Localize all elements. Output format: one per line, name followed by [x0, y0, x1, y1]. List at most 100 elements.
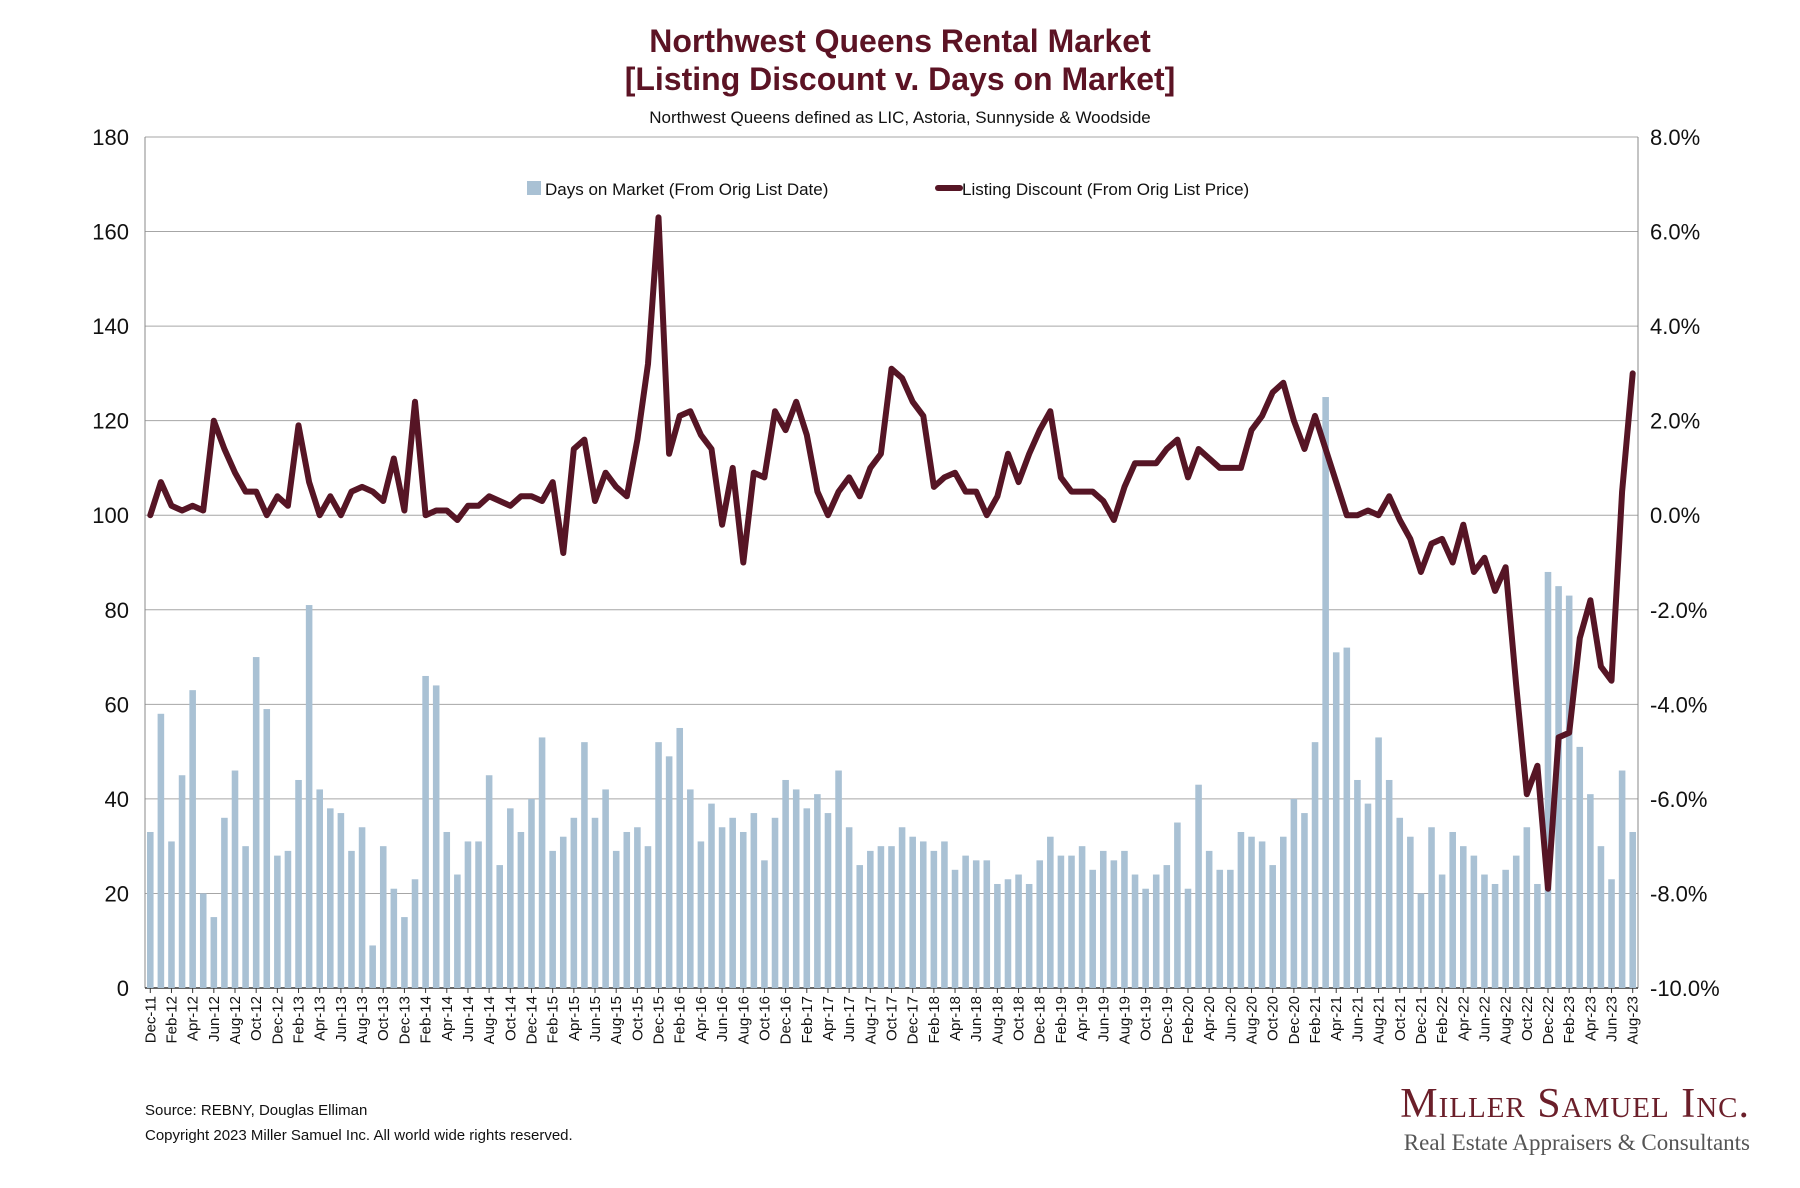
bar-days-on-market: [1375, 737, 1382, 988]
bar-days-on-market: [1523, 827, 1531, 988]
bar-days-on-market: [1279, 836, 1287, 988]
y-right-tick-label: -10.0%: [1650, 976, 1720, 1001]
bar-days-on-market: [951, 869, 959, 988]
x-tick-label: Jun-17: [841, 996, 858, 1042]
x-tick-label: Feb-14: [418, 996, 435, 1044]
x-tick-label: Aug-21: [1371, 996, 1388, 1044]
line-listing-discount: [147, 214, 1636, 892]
x-tick-label: Oct-18: [1011, 996, 1028, 1041]
bar-days-on-market: [210, 917, 218, 988]
company-logo-tagline: Real Estate Appraisers & Consultants: [1403, 1130, 1750, 1155]
bar-days-on-market: [1491, 883, 1499, 988]
bar-days-on-market: [1121, 850, 1128, 988]
copyright-note: Copyright 2023 Miller Samuel Inc. All wo…: [145, 1127, 573, 1144]
bar-days-on-market: [581, 742, 588, 988]
bar-days-on-market: [1184, 888, 1192, 988]
bar-days-on-market: [665, 756, 673, 988]
x-tick-label: Feb-19: [1053, 996, 1070, 1044]
bar-days-on-market: [1576, 746, 1584, 988]
bar-days-on-market: [930, 850, 938, 988]
bar-days-on-market: [718, 827, 726, 988]
x-tick-label: Apr-23: [1582, 996, 1599, 1041]
x-tick-label: Feb-20: [1180, 996, 1197, 1044]
x-tick-label: Dec-13: [396, 996, 413, 1044]
y-right-tick-label: 8.0%: [1650, 125, 1700, 150]
bar-days-on-market: [750, 813, 758, 988]
y-right-tick-label: 6.0%: [1650, 220, 1700, 245]
bar-days-on-market: [358, 827, 366, 988]
x-tick-label: Oct-14: [502, 996, 519, 1041]
bar-days-on-market: [898, 827, 906, 988]
x-tick-label: Dec-21: [1413, 996, 1430, 1044]
bar-days-on-market: [390, 888, 398, 988]
bar-days-on-market: [348, 850, 355, 988]
bar-days-on-market: [1099, 850, 1107, 988]
bar-days-on-market: [676, 727, 684, 988]
bar-days-on-market: [157, 713, 165, 988]
y-left-tick-label: 100: [92, 503, 129, 528]
x-tick-label: Apr-16: [693, 996, 710, 1041]
bar-days-on-market: [1174, 822, 1181, 988]
y-right-tick-label: -6.0%: [1650, 787, 1707, 812]
x-tick-label: Oct-22: [1519, 996, 1536, 1041]
x-tick-label: Feb-23: [1561, 996, 1578, 1044]
y-right-tick-label: 0.0%: [1650, 503, 1700, 528]
bar-days-on-market: [687, 789, 694, 988]
x-tick-label: Oct-20: [1265, 996, 1282, 1041]
bar-days-on-market: [1311, 742, 1319, 988]
bar-days-on-market: [824, 813, 832, 988]
x-tick-label: Feb-17: [799, 996, 816, 1044]
bar-days-on-market: [994, 883, 1001, 988]
bar-days-on-market: [189, 690, 196, 988]
bar-days-on-market: [655, 742, 662, 988]
bar-days-on-market: [1629, 831, 1636, 988]
x-tick-label: Apr-14: [439, 996, 456, 1041]
bar-days-on-market: [369, 945, 376, 988]
x-tick-label: Dec-20: [1286, 996, 1303, 1044]
bar-days-on-market: [919, 841, 927, 988]
x-tick-label: Aug-13: [354, 996, 371, 1044]
y-left-tick-label: 20: [105, 881, 129, 906]
bar-days-on-market: [1460, 846, 1467, 988]
bar-days-on-market: [549, 850, 556, 988]
bar-days-on-market: [559, 836, 567, 988]
x-tick-label: Jun-15: [587, 996, 604, 1042]
x-tick-label: Oct-17: [884, 996, 901, 1041]
bar-days-on-market: [252, 657, 260, 988]
bar-days-on-market: [1470, 855, 1478, 988]
bar-days-on-market: [1502, 869, 1509, 988]
bar-days-on-market: [814, 794, 821, 988]
bar-days-on-market: [761, 860, 768, 988]
bar-days-on-market: [1015, 874, 1022, 988]
y-right-tick-label: -8.0%: [1650, 881, 1707, 906]
bar-days-on-market: [1258, 841, 1266, 988]
bar-days-on-market: [1152, 874, 1160, 988]
bar-days-on-market: [1428, 827, 1435, 988]
bar-days-on-market: [507, 808, 514, 988]
combo-chart: 0 20 40 60 80 100 120 140 160 180 -10.0% -8.0% -6.0%…: [92, 125, 1720, 1044]
y-left-tick-label: 60: [105, 692, 129, 717]
bar-days-on-market: [1364, 803, 1372, 988]
y-left-tick-label: 180: [92, 125, 129, 150]
bar-days-on-market: [1216, 869, 1224, 988]
bar-days-on-market: [327, 808, 334, 988]
bar-days-on-market: [1587, 794, 1594, 988]
bar-days-on-market: [528, 798, 535, 988]
x-tick-label: Aug-14: [481, 996, 498, 1044]
x-tick-label: Feb-18: [926, 996, 943, 1044]
y-right-tick-label: 2.0%: [1650, 409, 1700, 434]
bar-days-on-market: [305, 605, 313, 988]
x-tick-label: Aug-20: [1244, 996, 1261, 1044]
bar-days-on-market: [835, 770, 842, 988]
x-tick-label: Dec-18: [1032, 996, 1049, 1044]
y-left-tick-label: 160: [92, 220, 129, 245]
y-right-tick-label: -2.0%: [1650, 598, 1707, 623]
bar-days-on-market: [295, 779, 302, 988]
bar-days-on-market: [1290, 798, 1298, 988]
bar-days-on-market: [274, 855, 281, 988]
x-tick-label: Aug-23: [1625, 996, 1642, 1044]
x-tick-label: Jun-14: [460, 996, 477, 1042]
bar-days-on-market: [1544, 571, 1552, 988]
bar-days-on-market: [729, 817, 736, 988]
bar-days-on-market: [432, 685, 440, 988]
